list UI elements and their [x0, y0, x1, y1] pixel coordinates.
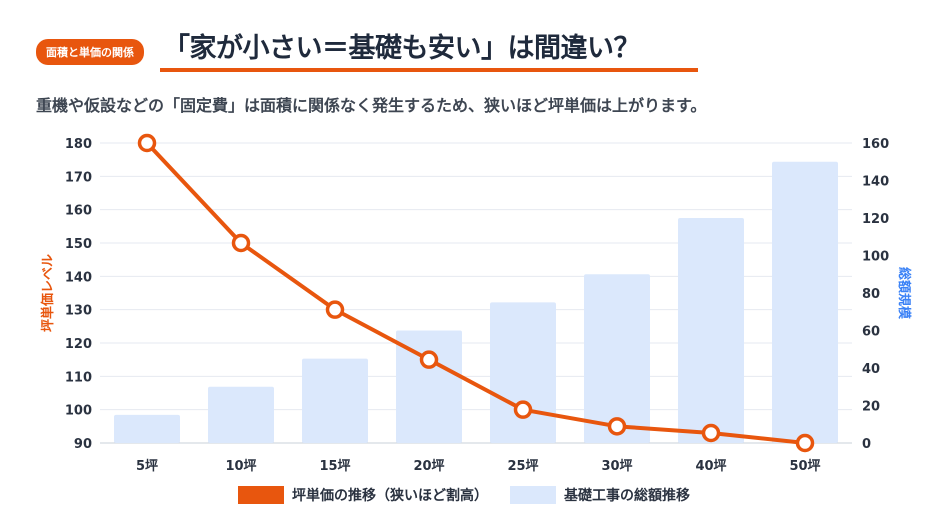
bar [114, 414, 180, 443]
line-point [419, 350, 439, 369]
line-point [701, 423, 721, 443]
right-tick-label: 120 [862, 212, 889, 227]
x-tick-label: 50坪 [789, 459, 820, 474]
line-point [795, 433, 815, 453]
legend-swatch-bar [510, 486, 556, 504]
left-tick-label: 170 [65, 170, 92, 185]
left-tick-label: 120 [65, 337, 92, 352]
right-tick-label: 140 [862, 175, 889, 190]
bar [772, 161, 838, 443]
legend-label-line: 坪単価の推移（狭いほど割高） [292, 488, 488, 504]
legend-label-bar: 基礎工事の総額推移 [564, 488, 690, 504]
x-tick-label: 5坪 [136, 459, 158, 474]
right-tick-label: 80 [862, 287, 880, 302]
bar [396, 330, 462, 443]
left-axis-label: 坪単価レベル [40, 254, 56, 332]
left-tick-label: 180 [65, 137, 92, 152]
legend: 坪単価の推移（狭いほど割高） 基礎工事の総額推移 [238, 485, 690, 505]
x-tick-label: 15坪 [319, 459, 350, 474]
right-tick-label: 20 [862, 400, 880, 415]
left-tick-label: 90 [74, 437, 92, 452]
line-point [513, 400, 533, 419]
right-tick-label: 160 [862, 137, 889, 152]
left-tick-label: 150 [65, 237, 92, 252]
x-tick-label: 30坪 [601, 459, 632, 474]
page-title: 「家が小さい＝基礎も安い」は間違い？ [163, 33, 641, 64]
line-series [145, 141, 806, 445]
legend-swatch-line [238, 486, 284, 504]
right-tick-label: 60 [862, 325, 880, 340]
left-tick-label: 140 [65, 270, 92, 285]
right-tick-label: 100 [862, 250, 889, 265]
right-tick-label: 0 [862, 437, 871, 452]
bar [678, 218, 744, 443]
title-underline [160, 68, 698, 72]
left-tick-label: 110 [65, 370, 92, 385]
bar [302, 358, 368, 443]
subtitle: 重機や仮設などの「固定費」は面積に関係なく発生するため、狭いほど坪単価は上がりま… [36, 96, 707, 115]
line-point [325, 300, 345, 319]
line-point [607, 417, 627, 436]
left-tick-label: 160 [65, 204, 92, 219]
section-badge: 面積と単価の関係 [36, 39, 144, 65]
x-tick-label: 40坪 [695, 459, 726, 474]
x-tick-label: 25坪 [507, 459, 538, 474]
right-tick-label: 40 [862, 362, 880, 377]
line-point [137, 133, 157, 153]
bar [208, 386, 274, 443]
bar [584, 274, 650, 443]
left-tick-label: 100 [65, 404, 92, 419]
x-tick-label: 20坪 [413, 459, 444, 474]
line-point [231, 233, 251, 253]
right-axis-label: 総額規模 [896, 267, 912, 320]
left-tick-label: 130 [65, 304, 92, 319]
bar [490, 302, 556, 443]
x-tick-label: 10坪 [225, 459, 256, 474]
